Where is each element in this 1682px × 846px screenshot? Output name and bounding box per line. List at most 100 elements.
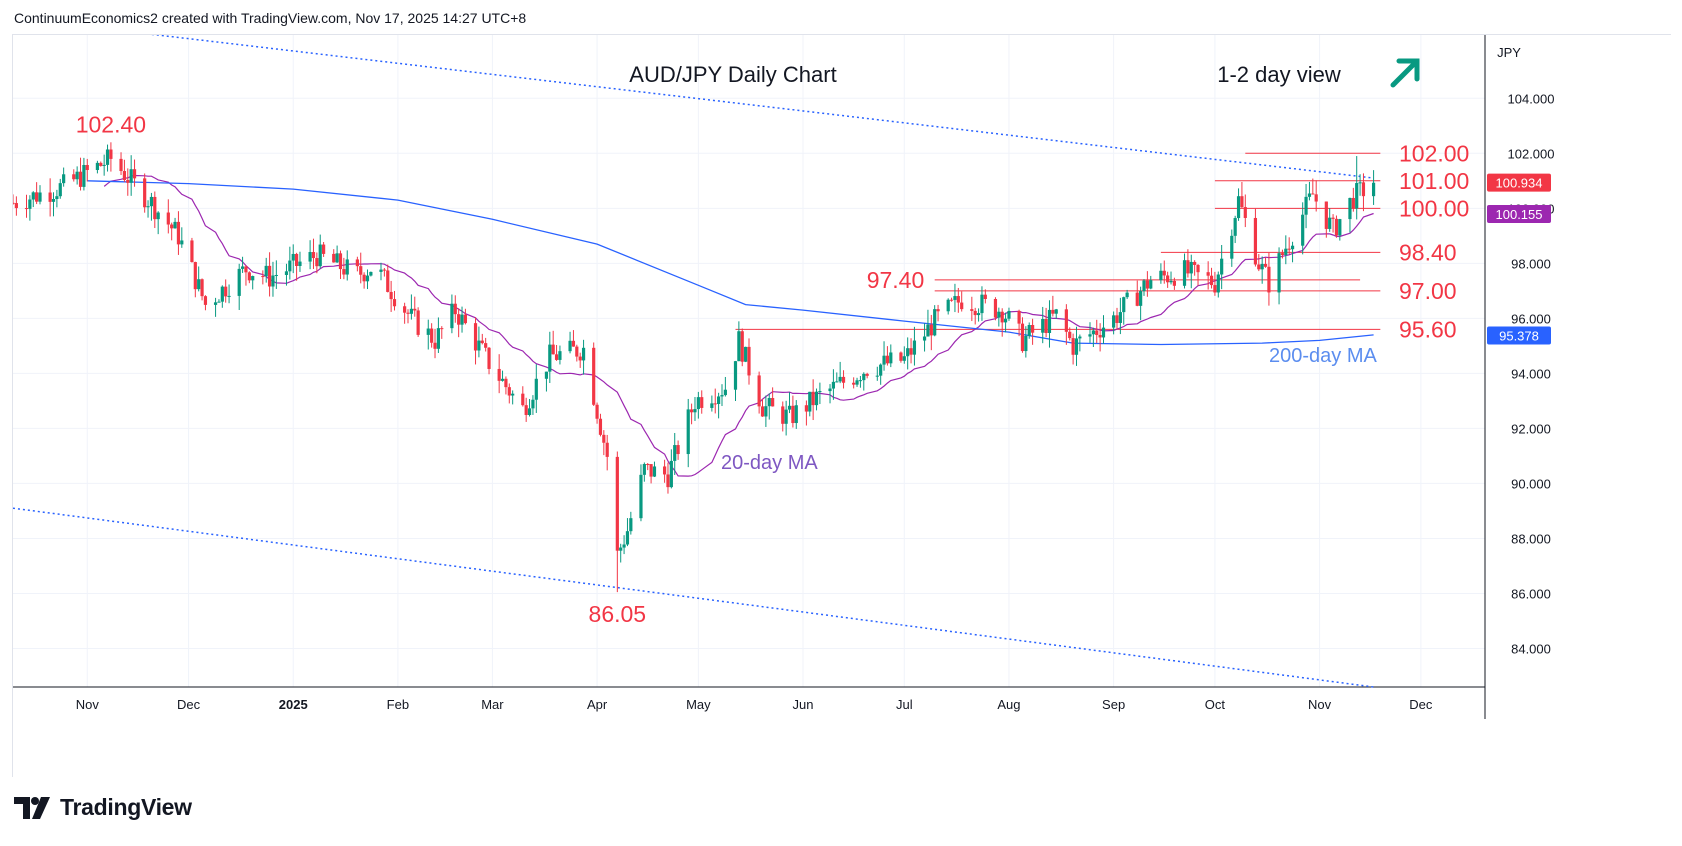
tradingview-logo-icon: [14, 796, 50, 819]
candle-body: [166, 212, 170, 225]
candle-body: [548, 344, 552, 372]
candle-body: [902, 356, 906, 361]
candle: [760, 398, 765, 417]
candle: [311, 238, 316, 269]
candle-body: [652, 466, 657, 477]
candle-body: [1088, 334, 1092, 337]
currency-label: JPY: [1497, 45, 1521, 60]
candle-body: [1267, 266, 1271, 293]
candle: [973, 307, 977, 325]
candle-body: [477, 340, 481, 351]
candle: [1206, 261, 1210, 290]
candle-body: [227, 295, 231, 297]
candle: [976, 308, 981, 322]
candle-body: [1307, 193, 1312, 197]
candle: [315, 252, 319, 274]
candle: [993, 297, 998, 321]
candle: [240, 256, 245, 273]
candle: [757, 371, 761, 414]
candle: [733, 360, 738, 401]
candle: [180, 227, 184, 248]
candle: [426, 319, 430, 350]
candle-body: [960, 302, 964, 310]
candle: [521, 386, 525, 407]
candle: [983, 289, 987, 304]
candle: [294, 252, 299, 281]
candle: [1112, 311, 1116, 335]
candle: [997, 307, 1001, 327]
candle-body: [284, 271, 289, 275]
candle: [95, 160, 100, 174]
candle: [720, 384, 724, 407]
candle-body: [899, 352, 903, 361]
candle-body: [889, 352, 893, 364]
x-tick-label: Nov: [76, 697, 100, 712]
y-tick-label: 104.000: [1508, 91, 1555, 106]
candle: [1253, 208, 1258, 267]
candle: [271, 261, 275, 297]
chart-frame[interactable]: 104.000102.000100.00098.00096.00094.0009…: [12, 34, 1671, 777]
candle: [852, 377, 856, 389]
candle: [1334, 215, 1339, 238]
candle-body: [879, 364, 883, 376]
candle-body: [403, 306, 407, 313]
candle-body: [1115, 315, 1119, 323]
x-tick-label: Jul: [896, 697, 913, 712]
candle: [744, 346, 748, 363]
candle-body: [666, 474, 670, 488]
arrow-head: [1396, 58, 1420, 82]
candle-body: [649, 464, 653, 477]
candle: [575, 344, 579, 362]
candle: [1280, 249, 1285, 259]
candle-body: [615, 456, 619, 551]
candle: [909, 338, 913, 364]
candle-body: [619, 547, 623, 551]
candle: [129, 155, 133, 196]
candle-body: [598, 418, 603, 435]
candle-body: [723, 389, 727, 396]
candle-body: [294, 253, 299, 266]
candle-body: [733, 361, 738, 390]
candle: [24, 194, 29, 218]
candle-body: [855, 380, 859, 385]
candle: [581, 339, 586, 375]
candle-body: [673, 445, 677, 461]
candle: [382, 268, 386, 277]
candle-body: [1338, 219, 1342, 236]
level-label: 100.00: [1399, 195, 1469, 221]
candle: [1230, 229, 1234, 267]
price-badge: 95.378: [1487, 326, 1551, 345]
candle: [700, 390, 704, 414]
candle: [1358, 174, 1362, 196]
candle: [318, 234, 322, 269]
level-label: 102.00: [1399, 140, 1469, 166]
candle: [544, 371, 549, 392]
candle: [693, 397, 697, 421]
candle-body: [794, 405, 798, 424]
candle-body: [568, 340, 572, 352]
candle: [460, 306, 464, 333]
candle: [1301, 202, 1305, 255]
candle-body: [484, 343, 488, 348]
candle-body: [51, 198, 56, 202]
candle: [1115, 307, 1119, 330]
candle: [213, 297, 218, 317]
tradingview-logo[interactable]: TradingView: [14, 794, 192, 821]
candle: [740, 328, 744, 367]
candle: [220, 285, 224, 308]
candle: [956, 287, 960, 313]
ma20-line: [103, 174, 1374, 477]
candle-body: [1030, 325, 1035, 333]
candle: [1142, 279, 1146, 296]
x-tick-label: 2025: [279, 697, 308, 712]
candle-body: [261, 276, 265, 278]
candle-body: [1112, 315, 1116, 328]
candle: [1159, 263, 1163, 284]
price-chart[interactable]: 104.000102.000100.00098.00096.00094.0009…: [13, 35, 1671, 777]
candle: [62, 167, 66, 187]
candle-body: [862, 373, 866, 381]
candle: [1284, 235, 1288, 265]
candle-body: [1017, 310, 1021, 324]
candle: [450, 294, 454, 334]
candle: [784, 400, 788, 436]
